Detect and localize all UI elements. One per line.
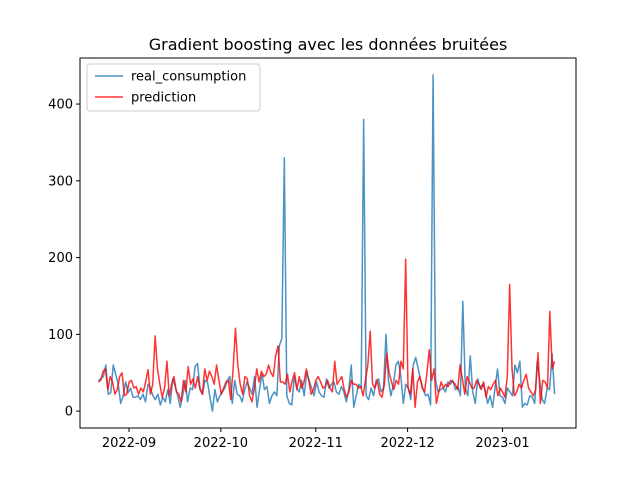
legend-label-prediction: prediction [131, 91, 196, 106]
y-tick-label: 0 [65, 405, 73, 420]
y-tick-label: 300 [48, 174, 73, 189]
x-axis: 2022-09 2022-10 2022-11 2022-12 2023-01 [102, 428, 530, 451]
y-tick-label: 400 [48, 98, 73, 113]
series-line-prediction [97, 258, 556, 409]
legend-label-real-consumption: real_consumption [131, 70, 246, 85]
x-tick-label: 2022-10 [194, 436, 248, 451]
legend-box [86, 63, 261, 112]
y-tick-label: 200 [48, 251, 73, 266]
plot-area [97, 74, 556, 412]
y-tick-label: 100 [48, 328, 73, 343]
chart-title: Gradient boosting avec les données bruit… [149, 35, 508, 54]
x-tick-label: 2022-12 [380, 436, 434, 451]
x-tick-label: 2023-01 [475, 436, 529, 451]
axes-frame [79, 57, 577, 429]
y-axis: 0 100 200 300 400 [48, 98, 80, 420]
x-tick-label: 2022-11 [289, 436, 343, 451]
legend: real_consumption prediction [86, 63, 261, 112]
x-tick-label: 2022-09 [102, 436, 156, 451]
